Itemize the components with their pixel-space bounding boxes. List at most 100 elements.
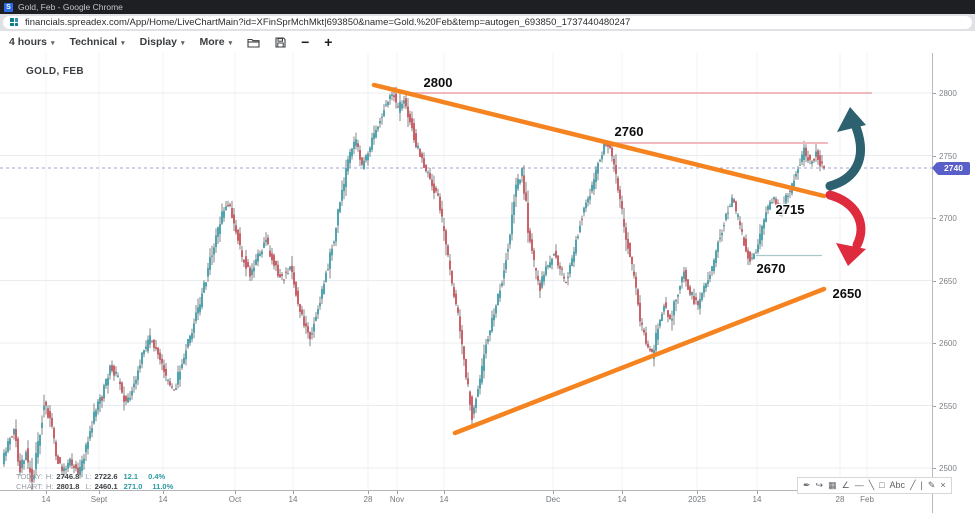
time-axis-label: 28 — [363, 495, 373, 504]
drawing-toolbar: ✒ ↪ ▦ ∠ — ╲ □ Abc ╱ | ✎ × — [797, 477, 952, 494]
caret-down-icon: ▾ — [228, 40, 233, 47]
app-icon: S — [4, 2, 13, 12]
zoom-out-button[interactable]: − — [301, 35, 309, 49]
plus-icon: + — [324, 34, 333, 50]
timeframe-label: 4 hours — [9, 36, 47, 48]
axis-tick — [757, 491, 758, 494]
today-change: 12.1 — [123, 472, 139, 481]
annotation-label-2715[interactable]: 2715 — [775, 202, 805, 217]
symbol-label: GOLD, FEB — [26, 66, 85, 77]
ray-icon[interactable]: ╱ — [910, 480, 916, 490]
curved-arrow-icon[interactable]: ↪ — [815, 480, 824, 490]
address-bar[interactable]: financials.spreadex.com/App/Home/LiveCha… — [3, 16, 972, 29]
axis-tick — [553, 491, 554, 494]
time-axis-label: Dec — [545, 495, 561, 504]
annotation-label-2760[interactable]: 2760 — [614, 124, 644, 139]
time-axis-label: Feb — [860, 495, 874, 504]
chart-high: 2801.8 — [56, 482, 80, 491]
current-price-tag: 2740 — [937, 161, 970, 175]
timeframe-dropdown[interactable]: 4 hours ▾ — [9, 36, 54, 48]
axis-tick — [622, 491, 623, 494]
low-label: L: — [85, 472, 92, 481]
axis-tick — [933, 405, 936, 407]
separator-icon: | — [920, 480, 923, 490]
grid-icon[interactable]: ▦ — [828, 480, 837, 490]
caret-down-icon: ▾ — [50, 40, 55, 47]
annotation-label-2800[interactable]: 2800 — [423, 75, 453, 90]
high-label: H: — [45, 482, 54, 491]
chart-change: 271.0 — [123, 482, 143, 491]
axis-tick — [368, 491, 369, 494]
annotation-label-2670[interactable]: 2670 — [756, 261, 786, 276]
pencil-icon[interactable]: ✎ — [927, 480, 936, 490]
high-label: H: — [45, 472, 54, 481]
chart-toolbar: 4 hours ▾ Technical ▾ Display ▾ More ▾ −… — [0, 31, 975, 54]
time-axis-label: Nov — [389, 495, 405, 504]
price-axis[interactable]: 2800 2750 2700 2650 2600 2550 2500 2740 — [932, 53, 975, 513]
gridlines — [0, 53, 932, 490]
trend-line-icon[interactable]: ╲ — [868, 480, 875, 490]
save-icon — [275, 36, 286, 48]
price-axis-label: 2600 — [939, 339, 957, 348]
angle-lines-icon[interactable]: ∠ — [841, 480, 850, 490]
time-axis[interactable]: 14 Sept 14 Oct 14 28 Nov 14 Dec 14 2025 14 28 Feb — [0, 490, 932, 513]
text-tool-icon[interactable]: Abc — [889, 480, 906, 490]
display-label: Display — [139, 36, 177, 48]
rectangle-icon[interactable]: □ — [879, 480, 885, 490]
time-axis-label: 14 — [41, 495, 51, 504]
titlebar: S Gold, Feb - Google Chrome — [0, 0, 975, 14]
descending-trendline[interactable] — [371, 82, 827, 199]
today-low: 2722.6 — [94, 472, 118, 481]
time-axis-label: 2025 — [688, 495, 706, 504]
technical-dropdown[interactable]: Technical ▾ — [69, 36, 124, 48]
window-title: Gold, Feb - Google Chrome — [18, 2, 123, 12]
url-text[interactable]: financials.spreadex.com/App/Home/LiveCha… — [25, 17, 631, 28]
time-axis-label: Sept — [90, 495, 108, 504]
annotation-label-2650[interactable]: 2650 — [832, 286, 862, 301]
axis-tick — [397, 491, 398, 494]
legend-row-name: CHART: — [16, 482, 43, 491]
open-folder-button[interactable] — [247, 37, 260, 48]
level-lines — [398, 92, 872, 257]
time-axis-label: 28 — [835, 495, 845, 504]
legend-row-today: TODAY: H: 2746.8 L: 2722.6 12.1 0.4% — [16, 472, 183, 482]
time-axis-label: 14 — [439, 495, 449, 504]
axis-tick — [444, 491, 445, 494]
price-axis-label: 2800 — [939, 89, 957, 98]
site-icon — [10, 18, 19, 27]
display-dropdown[interactable]: Display ▾ — [140, 36, 185, 48]
trendlines — [371, 82, 827, 436]
time-axis-label: 14 — [617, 495, 627, 504]
cursor-icon[interactable]: ✒ — [803, 480, 811, 490]
chart-change-pct: 11.0% — [152, 482, 174, 491]
more-dropdown[interactable]: More ▾ — [200, 36, 233, 48]
today-change-pct: 0.4% — [148, 472, 166, 481]
ascending-trendline[interactable] — [452, 286, 827, 436]
close-icon[interactable]: × — [940, 480, 946, 490]
zoom-in-button[interactable]: + — [324, 35, 332, 49]
price-axis-label: 2650 — [939, 276, 957, 286]
axis-tick — [933, 343, 936, 344]
bullish-arrow[interactable] — [825, 107, 866, 191]
today-high: 2746.8 — [56, 472, 80, 481]
chart-area: GOLD, FEB 2800 2760 2715 2670 2650 2800 2750 2… — [0, 53, 975, 513]
price-axis-label: 2700 — [939, 214, 957, 223]
candles-group — [3, 86, 825, 490]
chart-legend: TODAY: H: 2746.8 L: 2722.6 12.1 0.4% CHART: H: 2… — [16, 472, 183, 492]
price-axis-label: 2500 — [939, 464, 957, 473]
price-chart-svg[interactable] — [0, 53, 932, 490]
save-button[interactable] — [275, 36, 286, 48]
time-axis-label: 14 — [752, 495, 762, 504]
axis-tick — [235, 491, 236, 494]
axis-tick — [99, 491, 100, 494]
bearish-arrow[interactable] — [825, 190, 866, 266]
low-label: L: — [85, 482, 92, 491]
address-bar-row: financials.spreadex.com/App/Home/LiveCha… — [0, 14, 975, 31]
horizontal-line-icon[interactable]: — — [854, 480, 864, 490]
axis-tick — [46, 491, 47, 494]
axis-tick — [933, 93, 936, 94]
time-axis-label: 14 — [288, 495, 298, 504]
axis-tick — [163, 491, 164, 494]
chart-low: 2460.1 — [94, 482, 118, 491]
